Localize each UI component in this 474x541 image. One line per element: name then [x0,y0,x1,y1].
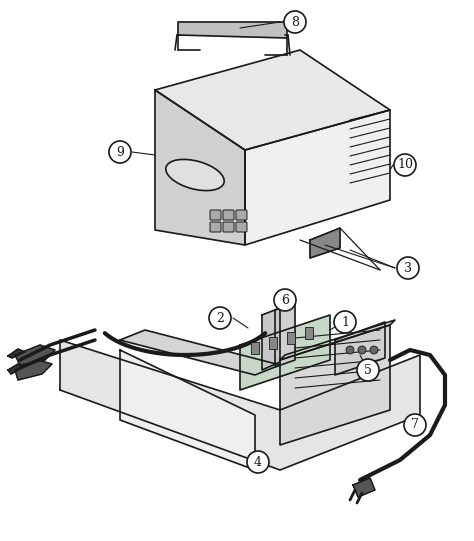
Polygon shape [15,345,55,365]
Ellipse shape [166,160,224,190]
Text: 1: 1 [341,315,349,328]
Polygon shape [60,340,420,470]
Circle shape [346,346,354,354]
Polygon shape [280,325,390,445]
Circle shape [394,154,416,176]
Text: 2: 2 [216,312,224,325]
Circle shape [370,346,378,354]
Polygon shape [280,320,395,360]
Text: 10: 10 [397,159,413,171]
Text: 7: 7 [411,419,419,432]
Polygon shape [240,315,330,390]
Circle shape [358,346,366,354]
Bar [251,342,259,354]
Circle shape [209,307,231,329]
FancyBboxPatch shape [223,210,234,220]
Polygon shape [155,50,390,150]
Text: 5: 5 [364,364,372,377]
Polygon shape [8,364,24,374]
Polygon shape [262,308,280,370]
Bar [269,337,277,349]
Text: 4: 4 [254,456,262,469]
Bar [305,327,313,339]
Circle shape [247,451,269,473]
Bar [287,332,295,344]
FancyBboxPatch shape [236,222,247,232]
FancyBboxPatch shape [223,222,234,232]
Text: 6: 6 [281,294,289,307]
Polygon shape [120,350,255,470]
Circle shape [109,141,131,163]
Circle shape [404,414,426,436]
Text: 3: 3 [404,261,412,274]
Polygon shape [15,360,52,380]
Circle shape [357,359,379,381]
Text: 8: 8 [291,16,299,29]
Polygon shape [275,303,295,367]
Circle shape [284,11,306,33]
FancyBboxPatch shape [210,222,221,232]
FancyBboxPatch shape [236,210,247,220]
Polygon shape [155,90,245,245]
Circle shape [397,257,419,279]
Circle shape [274,289,296,311]
FancyBboxPatch shape [210,210,221,220]
Text: 9: 9 [116,146,124,159]
Polygon shape [310,228,340,258]
Circle shape [334,311,356,333]
Polygon shape [353,478,375,497]
Polygon shape [8,349,25,358]
Polygon shape [120,330,280,375]
Polygon shape [335,322,385,375]
Polygon shape [178,22,287,38]
Polygon shape [245,110,390,245]
